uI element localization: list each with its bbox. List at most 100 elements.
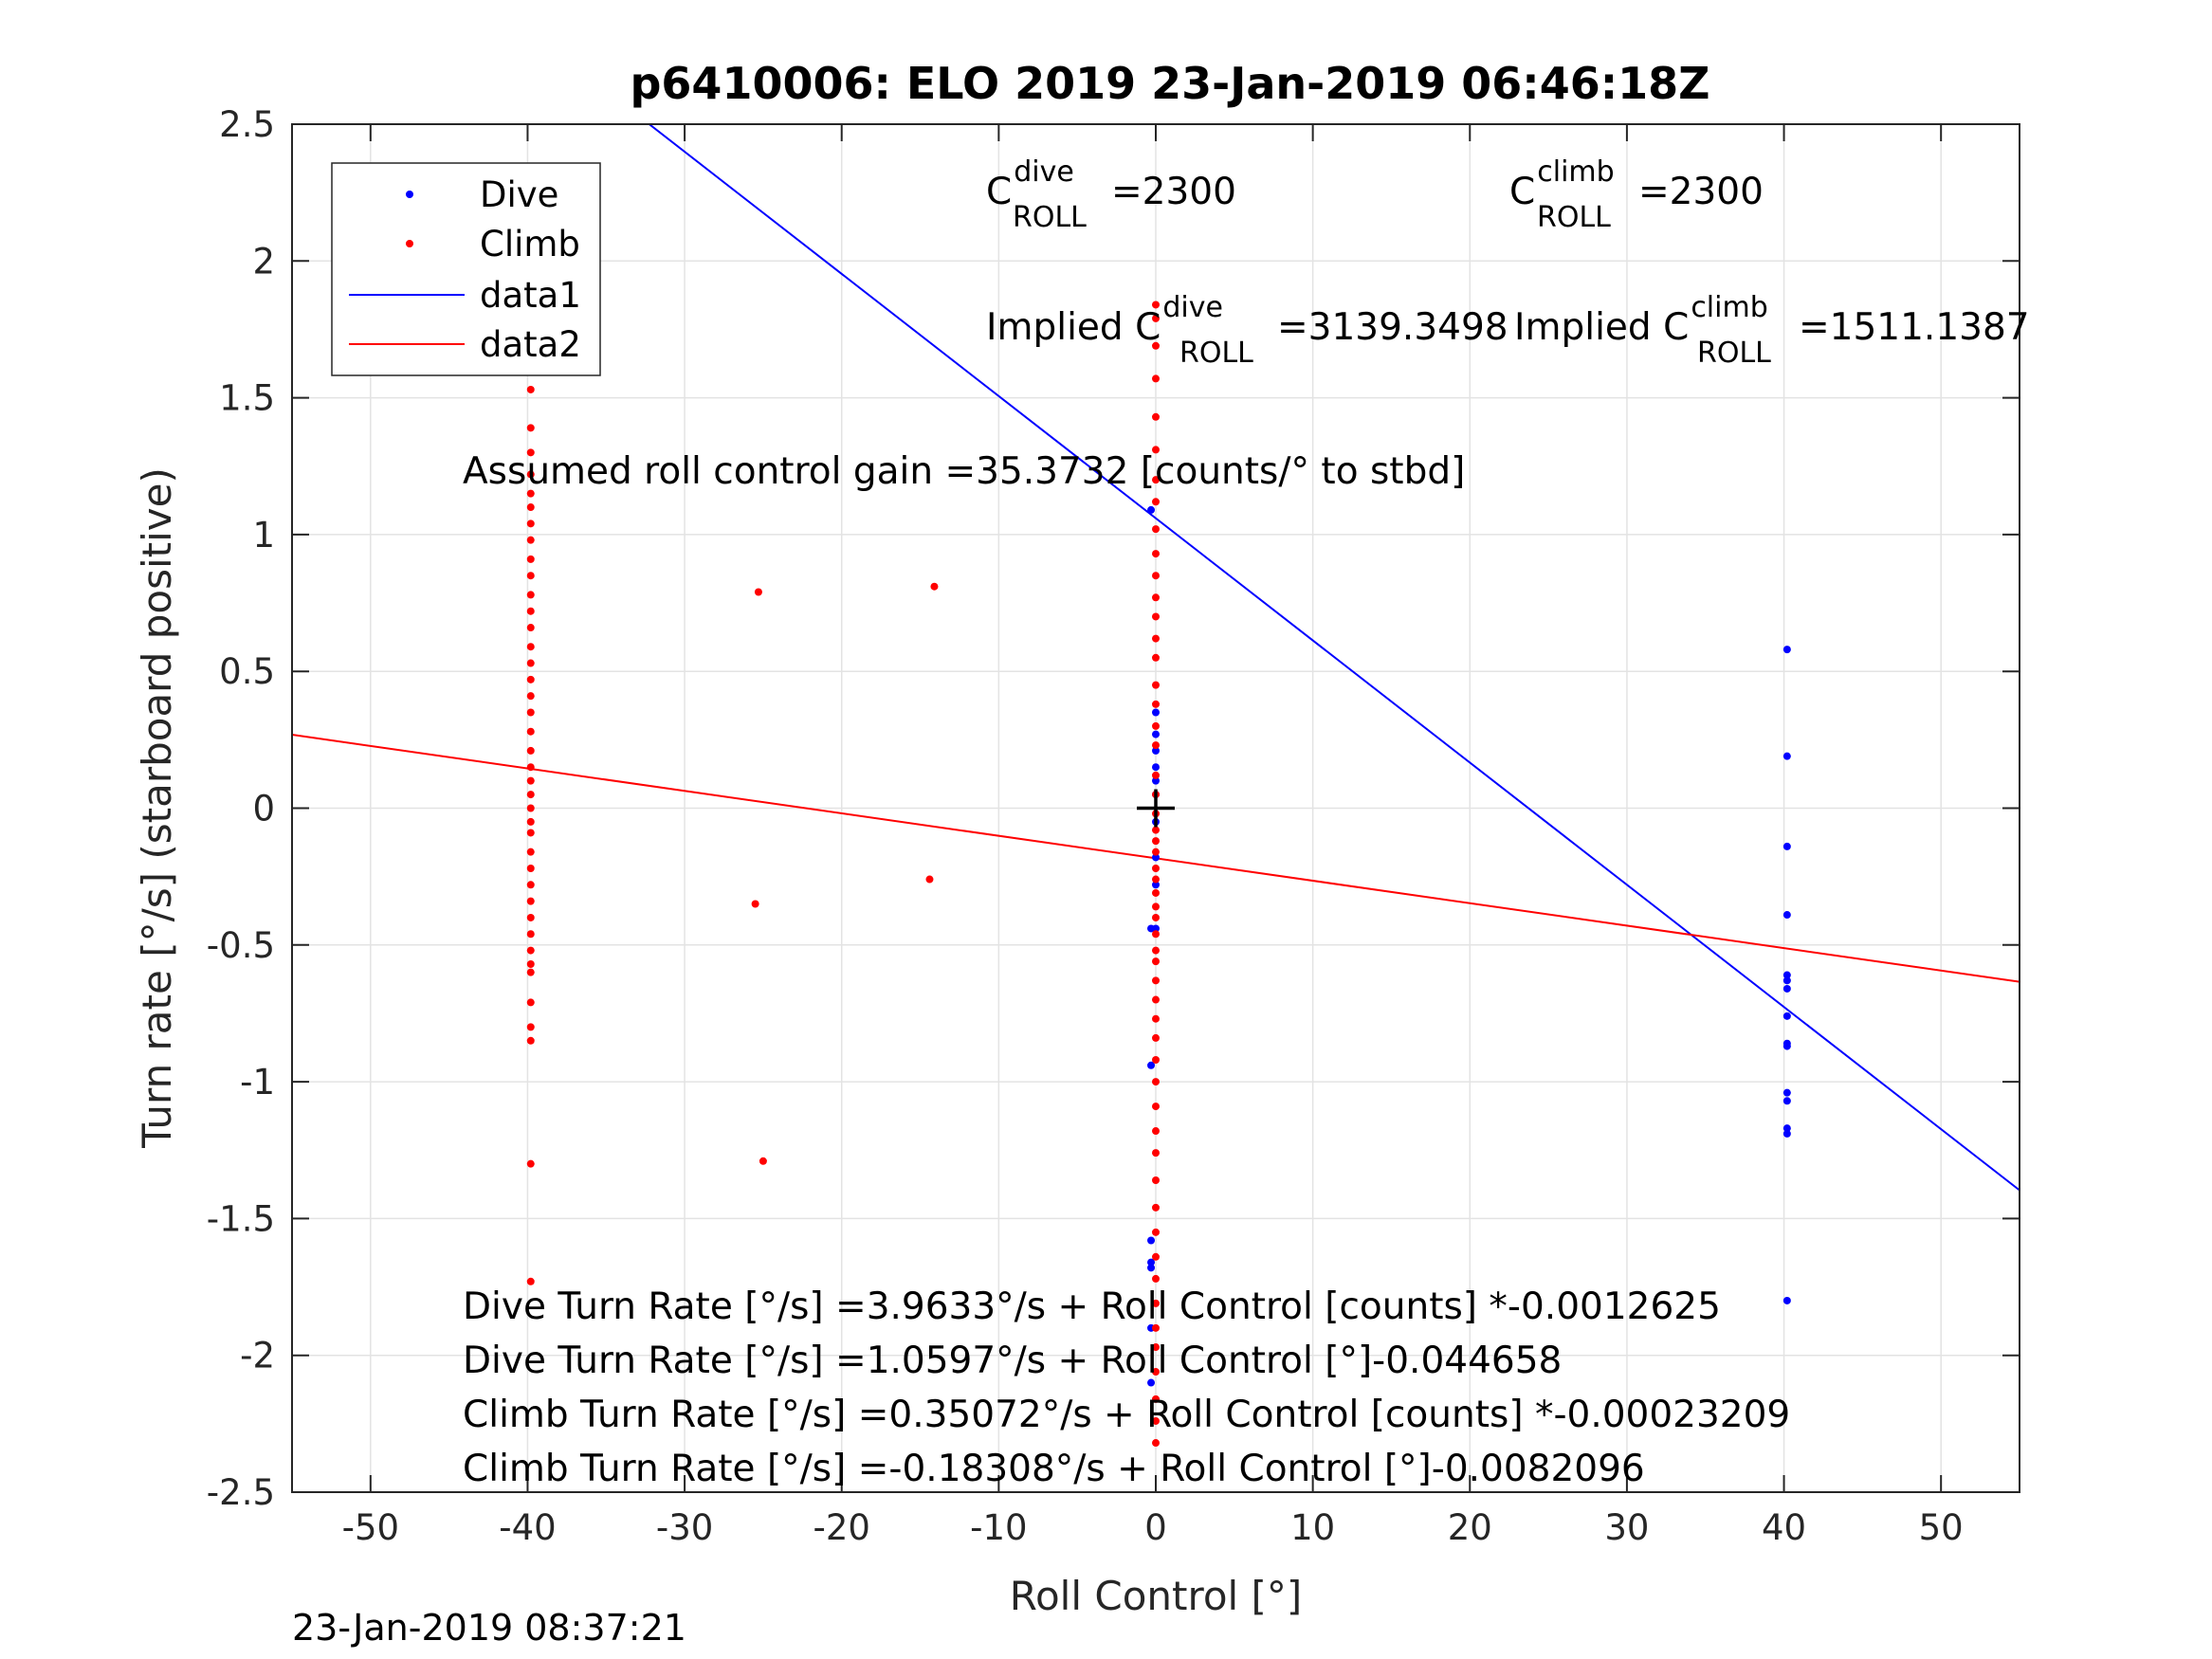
climb-point	[526, 746, 535, 755]
climb-point	[526, 708, 535, 717]
climb-point	[1152, 1395, 1160, 1403]
x-tick-label: -20	[814, 1507, 870, 1548]
climb-point	[1152, 550, 1160, 558]
climb-point	[1152, 1056, 1160, 1065]
climb-point	[759, 1157, 767, 1165]
climb-point	[526, 960, 535, 969]
climb-point	[526, 829, 535, 837]
climb-point	[526, 968, 535, 976]
dive-point	[1782, 911, 1791, 920]
climb-point	[1152, 1299, 1160, 1307]
dive-point	[1147, 1061, 1156, 1069]
climb-point	[526, 1036, 535, 1045]
y-tick-label: -2.5	[207, 1472, 275, 1513]
dive-point	[1782, 1124, 1791, 1133]
climb-point	[526, 727, 535, 736]
dive-point	[1782, 971, 1791, 979]
dive-point	[1782, 842, 1791, 850]
x-tick-label: -40	[499, 1507, 556, 1548]
climb-point	[526, 930, 535, 939]
climb-point	[526, 913, 535, 921]
climb-point	[1152, 902, 1160, 911]
climb-point	[1152, 1127, 1160, 1136]
dive-point	[1147, 1258, 1156, 1267]
legend-label: Dive	[480, 174, 558, 215]
climb-point	[526, 643, 535, 651]
eq-dive-deg: Dive Turn Rate [°/s] =1.0597°/s + Roll C…	[463, 1340, 1562, 1382]
climb-point	[1152, 771, 1160, 779]
climb-point	[1152, 741, 1160, 750]
climb-point	[1152, 1439, 1160, 1448]
climb-point	[1152, 593, 1160, 602]
climb-point	[1152, 612, 1160, 621]
dive-point	[1782, 1129, 1791, 1138]
climb-point	[526, 763, 535, 772]
climb-point	[1152, 1274, 1160, 1283]
legend-label: data2	[480, 324, 581, 365]
climb-point	[1152, 446, 1160, 454]
climb-point	[1152, 1078, 1160, 1086]
eq-climb-counts: Climb Turn Rate [°/s] =0.35072°/s + Roll…	[463, 1394, 1790, 1436]
climb-point	[1152, 1343, 1160, 1352]
climb-point	[1152, 314, 1160, 322]
dive-point	[1782, 1012, 1791, 1020]
print-timestamp: 23-Jan-2019 08:37:21	[292, 1607, 686, 1649]
climb-point	[526, 1023, 535, 1031]
legend-box	[331, 162, 601, 376]
climb-point	[751, 900, 759, 908]
climb-point	[526, 897, 535, 905]
climb-point	[1152, 1014, 1160, 1023]
dive-point	[1152, 763, 1160, 772]
climb-point	[1152, 374, 1160, 383]
climb-point	[1152, 1416, 1160, 1425]
climb-point	[1152, 412, 1160, 421]
climb-point	[526, 572, 535, 580]
climb-point	[1152, 1176, 1160, 1184]
x-tick-label: -10	[970, 1507, 1027, 1548]
x-tick-label: -50	[342, 1507, 399, 1548]
climb-point	[526, 946, 535, 955]
y-tick-label: -2	[240, 1336, 275, 1376]
climb-point	[1152, 301, 1160, 309]
climb-point	[526, 804, 535, 812]
climb-point	[526, 470, 535, 479]
climb-point	[1152, 1252, 1160, 1261]
dive-point	[1152, 853, 1160, 862]
x-axis-label: Roll Control [°]	[1010, 1573, 1303, 1619]
y-axis-label: Turn rate [°/s] (starboard positive)	[134, 467, 180, 1149]
dive-point	[1782, 1296, 1791, 1304]
climb-point	[526, 675, 535, 684]
climb-point	[1152, 572, 1160, 580]
dive-point	[1147, 1264, 1156, 1272]
climb-point	[526, 624, 535, 632]
y-tick-label: 0	[252, 789, 275, 830]
climb-point	[1152, 341, 1160, 350]
dive-point	[1782, 1042, 1791, 1050]
y-tick-label: -1.5	[207, 1198, 275, 1239]
x-tick-label: 0	[1144, 1507, 1167, 1548]
y-tick-label: 1.5	[219, 378, 275, 419]
climb-point	[1152, 826, 1160, 834]
climb-point	[925, 875, 934, 884]
legend-marker-dive	[406, 191, 413, 198]
dive-point	[1147, 1236, 1156, 1245]
dive-point	[1152, 708, 1160, 717]
climb-point	[526, 692, 535, 701]
climb-point	[526, 881, 535, 889]
climb-point	[526, 520, 535, 528]
x-tick-label: 40	[1762, 1507, 1806, 1548]
dive-point	[1152, 746, 1160, 755]
dive-point	[1782, 646, 1791, 654]
dive-point	[1147, 505, 1156, 514]
dive-point	[1782, 1088, 1791, 1097]
climb-point	[1152, 498, 1160, 506]
climb-point	[1152, 1228, 1160, 1236]
axis-ticks	[292, 123, 2020, 1493]
y-tick-label: 2.5	[219, 104, 275, 145]
x-tick-label: -30	[656, 1507, 713, 1548]
climb-point	[526, 659, 535, 667]
climb-point	[526, 864, 535, 872]
dive-point	[1782, 1097, 1791, 1105]
climb-point	[526, 591, 535, 599]
